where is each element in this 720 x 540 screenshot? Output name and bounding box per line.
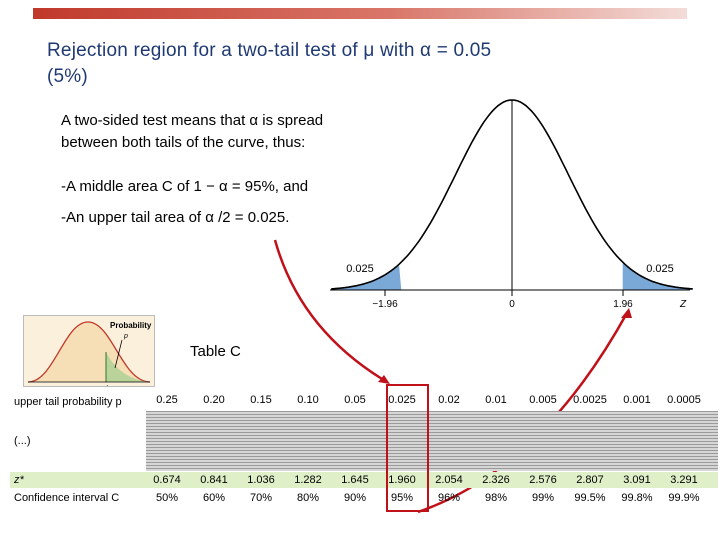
confidence-cell: 99%: [531, 492, 555, 504]
thumbnail-p-label: p: [123, 333, 128, 340]
upper-tail-cell: 0.10: [297, 394, 319, 406]
z-star-cell: 2.326: [482, 474, 510, 486]
arrow-to-table-head: [378, 375, 390, 384]
upper-tail-cell: 0.20: [203, 394, 225, 406]
confidence-cell: 99.5%: [574, 492, 606, 504]
highlighted-column-box: [386, 384, 429, 512]
z-star-cell: 3.091: [623, 474, 651, 486]
upper-tail-row-label: upper tail probability p: [14, 396, 122, 408]
upper-tail-cell: 0.15: [250, 394, 272, 406]
right-tail-shaded-area: [622, 262, 693, 290]
right-tail-value: 0.025: [646, 263, 674, 275]
top-accent-bar: [33, 8, 687, 19]
left-tail-value: 0.025: [346, 263, 374, 275]
confidence-cell: 99.9%: [668, 492, 700, 504]
confidence-cell: 98%: [484, 492, 508, 504]
confidence-cell: 90%: [343, 492, 367, 504]
z-star-cell: 1.960: [388, 474, 416, 486]
upper-tail-cell: 0.02: [438, 394, 460, 406]
arrow-to-table-line: [273, 239, 388, 384]
z-star-cell: 3.291: [670, 474, 698, 486]
slide-title-line-1: Rejection region for a two-tail test of …: [47, 40, 492, 61]
arrow-to-curve-head: [621, 308, 632, 318]
body-text-line-1: A two-sided test means that α is spread: [61, 112, 324, 129]
upper-tail-cell: 0.25: [156, 394, 178, 406]
upper-tail-cell: 0.0025: [573, 394, 607, 406]
table-c-excerpt: upper tail probability p 0.25 0.20 0.15 …: [10, 388, 718, 518]
slide-title-line-2: (5%): [47, 66, 88, 87]
table-c-title: Table C: [190, 343, 241, 360]
upper-tail-cell: 0.0005: [667, 394, 701, 406]
z-star-cell: 1.645: [341, 474, 369, 486]
confidence-row-label: Confidence interval C: [14, 492, 120, 504]
confidence-cell: 96%: [437, 492, 461, 504]
left-tail-shaded-area: [331, 264, 402, 290]
confidence-cell: 50%: [155, 492, 179, 504]
z-star-cell: 2.807: [576, 474, 604, 486]
thumbnail-z-label: z*: [101, 385, 109, 386]
confidence-cell: 70%: [249, 492, 273, 504]
body-text-line-4: -An upper tail area of α /2 = 0.025.: [61, 209, 290, 226]
confidence-cell: 99.8%: [621, 492, 653, 504]
z-star-cell: 2.054: [435, 474, 463, 486]
slide-title: Rejection region for a two-tail test of …: [47, 38, 667, 90]
tick-label-left: −1.96: [372, 299, 398, 310]
thumbnail-probability-label: Probability: [110, 321, 152, 330]
z-star-cell: 0.841: [200, 474, 228, 486]
confidence-cell: 95%: [390, 492, 414, 504]
z-star-cell: 2.576: [529, 474, 557, 486]
body-text-line-3: -A middle area C of 1 − α = 95%, and: [61, 178, 309, 195]
thumbnail-curve-icon: Probability p z*: [24, 316, 154, 392]
z-star-row-band: [10, 472, 718, 488]
z-star-cell: 0.674: [153, 474, 181, 486]
confidence-cell: 80%: [296, 492, 320, 504]
tick-label-center: 0: [509, 299, 515, 310]
body-text-line-2: between both tails of the curve, thus:: [61, 134, 306, 151]
table-c-thumbnail: Probability p z*: [23, 315, 155, 392]
axis-label-z: Z: [679, 299, 687, 310]
z-star-cell: 1.282: [294, 474, 322, 486]
upper-tail-cell: 0.01: [485, 394, 507, 406]
upper-tail-cell: 0.025: [388, 394, 416, 406]
confidence-cell: 60%: [202, 492, 226, 504]
table-ellipsis: (...): [14, 435, 31, 447]
upper-tail-cell: 0.05: [344, 394, 366, 406]
tick-label-right: 1.96: [613, 299, 633, 310]
upper-tail-cell: 0.005: [529, 394, 557, 406]
z-star-row-label: z*: [14, 474, 24, 486]
table-omitted-rows: [146, 411, 718, 471]
upper-tail-cell: 0.001: [623, 394, 651, 406]
z-star-cell: 1.036: [247, 474, 275, 486]
